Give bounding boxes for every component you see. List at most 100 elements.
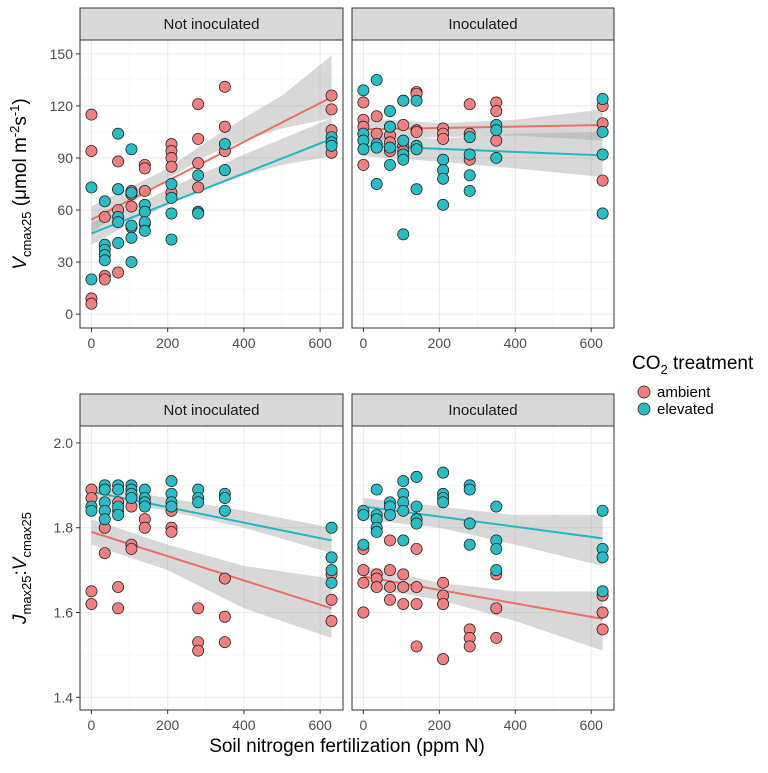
point-elevated — [357, 143, 370, 156]
point-elevated — [463, 148, 476, 161]
point-elevated — [165, 500, 178, 513]
point-elevated — [357, 509, 370, 521]
y-tick-label: 1.8 — [54, 520, 74, 536]
point-ambient — [370, 581, 383, 594]
legend-title: CO2 treatment — [632, 353, 754, 377]
point-ambient — [138, 521, 151, 534]
point-ambient — [370, 110, 383, 123]
point-elevated — [490, 542, 503, 555]
strip-label-jmax-not-inoculated: Not inoculated — [164, 402, 260, 419]
point-ambient — [192, 132, 205, 145]
point-elevated — [370, 178, 383, 190]
panel-vcmax25-not-inoculated: Not inoculated — [79, 7, 344, 329]
point-ambient — [325, 593, 338, 606]
point-elevated — [125, 231, 138, 244]
point-elevated — [384, 509, 396, 521]
point-elevated — [98, 254, 111, 267]
point-elevated — [463, 169, 476, 182]
point-elevated — [165, 207, 178, 220]
point-elevated — [370, 141, 383, 154]
point-ambient — [85, 145, 98, 157]
row-jmax-vcmax: Not inoculated Inoculated — [79, 393, 615, 711]
y-axis-ticks-vcmax25: 0 30 60 90 120 150 — [50, 46, 80, 322]
point-elevated — [437, 198, 450, 211]
panel-vcmax25-inoculated: Inoculated — [351, 7, 615, 329]
y-tick-label: 1.4 — [54, 689, 74, 705]
x-tick-label: 400 — [504, 335, 528, 351]
point-ambient — [596, 606, 609, 619]
point-elevated — [165, 191, 178, 204]
strip-label-vcmax25-inoculated: Inoculated — [448, 16, 517, 33]
point-elevated — [125, 492, 138, 505]
panel-border — [79, 39, 344, 329]
point-ambient — [112, 266, 125, 279]
point-ambient — [125, 542, 138, 555]
point-elevated — [138, 224, 151, 237]
point-ambient — [218, 572, 231, 585]
point-elevated — [463, 483, 476, 496]
y-tick-label: 60 — [57, 202, 73, 218]
point-elevated — [112, 127, 125, 140]
point-elevated — [397, 153, 410, 166]
point-ambient — [138, 162, 151, 175]
point-ambient — [410, 598, 423, 610]
point-ambient — [490, 631, 503, 644]
point-elevated — [125, 186, 138, 199]
y-tick-label: 1.6 — [54, 605, 74, 621]
point-elevated — [490, 124, 503, 137]
x-tick-label: 0 — [359, 717, 367, 733]
point-elevated — [463, 517, 476, 530]
point-ambient — [397, 568, 410, 581]
y-axis-ticks-jmax-vcmax: 1.4 1.6 1.8 2.0 — [54, 435, 80, 705]
point-elevated — [165, 233, 178, 246]
point-elevated — [370, 483, 383, 496]
ci-band-elevated-jmax_vcmax-not-inoculated — [91, 485, 332, 554]
point-elevated — [437, 496, 450, 509]
point-elevated — [410, 500, 423, 513]
point-ambient — [437, 132, 450, 145]
y-tick-label: 90 — [57, 150, 73, 166]
point-ambient — [397, 598, 410, 610]
point-ambient — [437, 576, 450, 589]
point-elevated — [112, 237, 125, 249]
point-elevated — [410, 143, 423, 156]
strip-label-vcmax25-not-inoculated: Not inoculated — [164, 16, 260, 33]
point-elevated — [410, 94, 423, 107]
x-tick-label: 200 — [156, 335, 180, 351]
point-elevated — [397, 134, 410, 147]
point-elevated — [85, 181, 98, 194]
point-elevated — [98, 483, 111, 496]
point-elevated — [192, 496, 205, 509]
point-elevated — [384, 158, 396, 171]
point-ambient — [85, 598, 98, 610]
x-axis-title: Soil nitrogen fertilization (ppm N) — [209, 736, 485, 757]
point-elevated — [410, 183, 423, 196]
point-ambient — [218, 636, 231, 649]
x-tick-label: 600 — [580, 717, 604, 733]
point-ambient — [192, 157, 205, 170]
x-tick-label: 0 — [359, 335, 367, 351]
point-ambient — [192, 644, 205, 657]
point-elevated — [490, 564, 503, 577]
point-elevated — [437, 466, 450, 479]
panel-border — [79, 425, 344, 711]
point-elevated — [397, 504, 410, 517]
row-vcmax25: Not inoculated Inoculated — [79, 7, 615, 329]
point-ambient — [596, 174, 609, 187]
point-elevated — [125, 143, 138, 156]
point-elevated — [397, 228, 410, 241]
point-elevated — [125, 219, 138, 232]
point-ambient — [165, 160, 178, 173]
point-ambient — [596, 623, 609, 636]
point-elevated — [463, 184, 476, 197]
point-ambient — [384, 534, 396, 547]
legend: CO2 treatment ambient elevated — [632, 353, 754, 418]
point-ambient — [325, 89, 338, 102]
point-ambient — [370, 127, 383, 140]
x-tick-label: 200 — [428, 335, 452, 351]
point-elevated — [596, 148, 609, 161]
point-elevated — [165, 475, 178, 488]
point-elevated — [192, 169, 205, 182]
point-elevated — [357, 538, 370, 551]
point-elevated — [98, 195, 111, 208]
